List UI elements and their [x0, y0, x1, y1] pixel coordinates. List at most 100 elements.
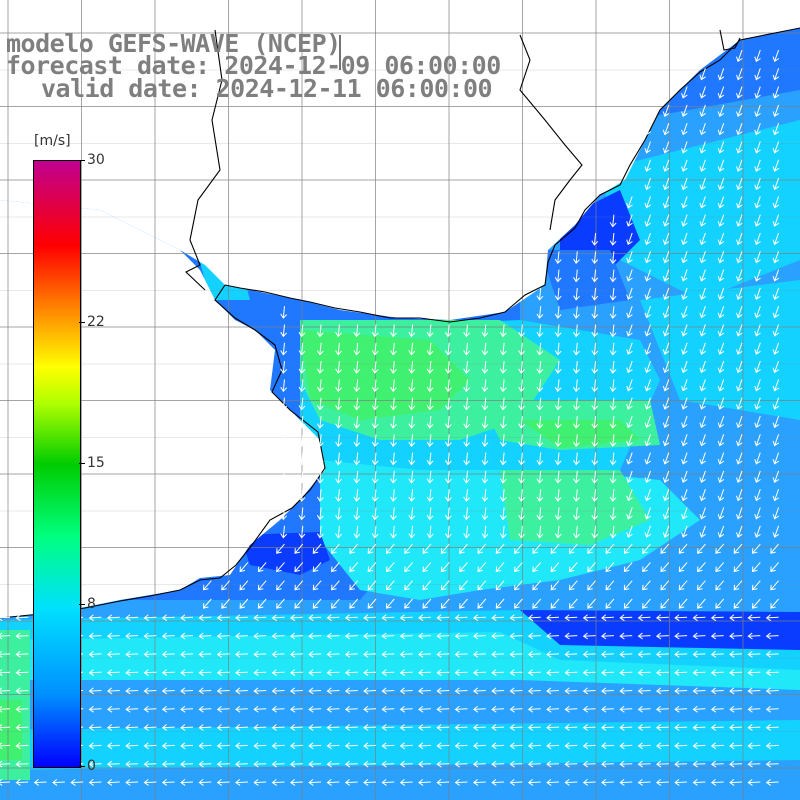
- wind-arrow: [536, 324, 544, 338]
- wind-arrow: [509, 669, 523, 677]
- wind-arrow: [308, 779, 322, 786]
- wind-arrow: [527, 705, 541, 713]
- wind-arrow: [454, 614, 468, 622]
- wind-arrow: [699, 214, 706, 227]
- wind-arrow: [662, 159, 670, 172]
- wind-arrow: [344, 687, 358, 695]
- wind-arrow: [436, 614, 450, 622]
- wind-arrow: [481, 489, 489, 502]
- wind-arrow: [715, 562, 725, 573]
- wind-arrow: [568, 598, 578, 609]
- wind-arrow: [298, 434, 306, 448]
- wind-arrow: [554, 434, 562, 448]
- wind-arrow: [655, 687, 669, 695]
- wind-arrow: [637, 779, 651, 786]
- wind-arrow: [765, 650, 779, 658]
- wind-arrow: [444, 452, 452, 466]
- wind-arrow: [390, 470, 397, 484]
- wind-arrow: [699, 177, 706, 191]
- wind-arrow: [125, 614, 139, 622]
- wind-arrow: [353, 361, 361, 374]
- wind-arrow: [312, 598, 322, 609]
- wind-arrow: [408, 415, 416, 429]
- wind-arrow: [426, 415, 434, 429]
- wind-arrow: [436, 705, 450, 713]
- wind-arrow: [697, 598, 706, 609]
- wind-arrow: [0, 760, 11, 768]
- wind-arrow: [681, 287, 688, 300]
- wind-arrow: [754, 489, 761, 502]
- wind-arrow: [609, 415, 617, 429]
- wind-arrow: [674, 650, 688, 658]
- wind-arrow: [280, 361, 288, 374]
- colorbar-tick-label: 30: [87, 152, 105, 168]
- wind-arrow: [399, 650, 413, 658]
- wind-arrow: [733, 543, 743, 554]
- wind-arrow: [550, 543, 560, 554]
- wind-arrow: [662, 415, 670, 429]
- wind-arrow: [316, 507, 324, 521]
- wind-arrow: [253, 779, 267, 786]
- wind-arrow: [371, 525, 379, 539]
- wind-arrow: [681, 141, 688, 154]
- wind-arrow: [499, 470, 507, 484]
- wind-arrow: [444, 525, 452, 539]
- wind-arrow: [554, 525, 562, 539]
- wind-speed-patch: [0, 720, 800, 770]
- wind-arrow: [143, 705, 157, 713]
- coastline-segment: [519, 34, 583, 231]
- wind-arrow: [88, 705, 102, 713]
- wind-arrow: [308, 669, 322, 677]
- wind-arrow: [481, 452, 489, 466]
- wind-arrow: [15, 687, 29, 695]
- wind-arrow: [499, 361, 507, 374]
- colorbar-tick-mark: [79, 160, 85, 161]
- wind-arrow: [198, 614, 212, 622]
- wind-arrow: [363, 614, 377, 622]
- wind-arrow: [674, 669, 688, 677]
- wind-arrow: [0, 779, 11, 786]
- wind-arrow: [609, 269, 617, 283]
- wind-arrow: [280, 452, 288, 466]
- wind-arrow: [619, 705, 633, 713]
- wind-arrow: [15, 760, 29, 768]
- wind-arrow: [626, 470, 633, 483]
- wind-arrow: [662, 123, 670, 136]
- wind-arrow: [587, 562, 596, 573]
- wind-arrow: [655, 724, 669, 731]
- wind-arrow: [0, 614, 11, 622]
- wind-arrow: [477, 598, 487, 609]
- wind-arrow: [459, 543, 468, 554]
- wind-arrow: [644, 342, 651, 355]
- wind-arrow: [754, 287, 761, 300]
- wind-arrow: [499, 507, 507, 521]
- wind-arrow: [729, 669, 743, 677]
- wind-arrow: [0, 650, 11, 658]
- wind-arrow: [454, 632, 468, 640]
- wind-arrow: [308, 650, 322, 658]
- wind-arrow: [180, 687, 194, 695]
- wind-arrow: [662, 360, 670, 374]
- wind-arrow: [367, 598, 377, 609]
- wind-arrow: [143, 669, 157, 677]
- wind-arrow: [717, 452, 725, 465]
- wind-arrow: [681, 306, 688, 319]
- wind-arrow: [143, 760, 157, 768]
- wind-arrow: [477, 580, 487, 591]
- wind-arrow: [554, 251, 562, 265]
- wind-arrow: [644, 507, 651, 520]
- wind-arrow: [772, 525, 780, 538]
- wind-arrow: [591, 507, 599, 521]
- wind-arrow: [678, 562, 688, 573]
- wind-arrow: [644, 269, 651, 282]
- wind-arrow: [573, 269, 580, 283]
- wind-arrow: [692, 779, 706, 786]
- wind-arrow: [747, 705, 761, 713]
- wind-arrow: [385, 598, 395, 609]
- wind-arrow: [481, 507, 489, 521]
- wind-arrow: [626, 525, 633, 538]
- wind-arrow: [692, 650, 706, 658]
- wind-arrow: [619, 687, 633, 695]
- wind-arrow: [298, 470, 306, 484]
